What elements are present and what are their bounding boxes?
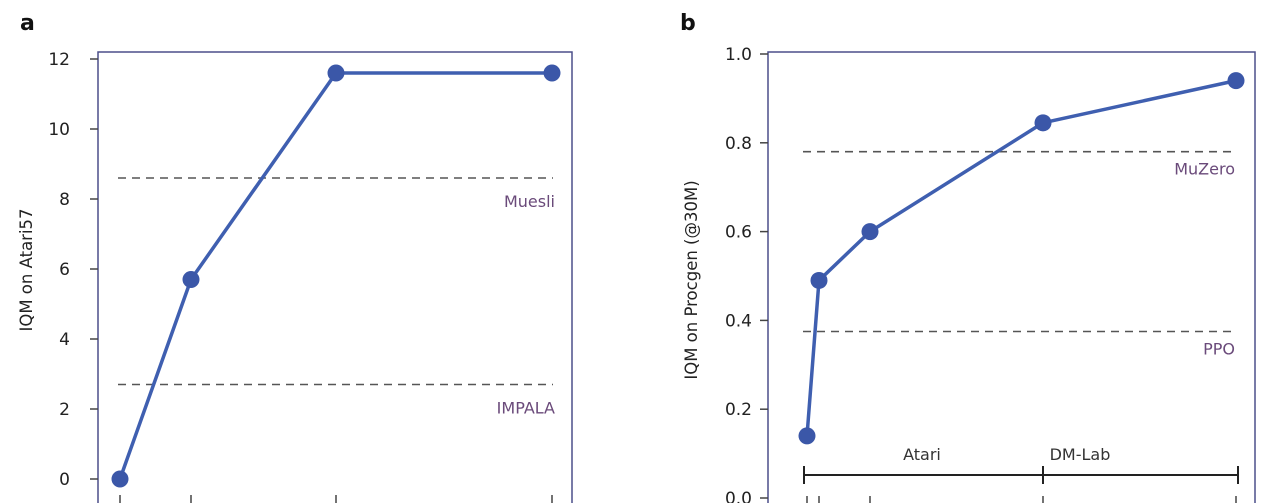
- y-tick-label-a: 6: [59, 260, 70, 280]
- x-ticks-a: [119, 495, 553, 503]
- y-tick-label-b: 1.0: [725, 45, 752, 65]
- chart-a: a IQM on Atari57 0 2 4 6 8 10 12 Muesli IMPALA: [17, 11, 573, 503]
- y-tick-label-a: 8: [59, 190, 70, 210]
- reference-lines-b: MuZero PPO: [803, 150, 1236, 359]
- reference-label-ppo: PPO: [1203, 340, 1235, 359]
- reference-label-muzero: MuZero: [1174, 160, 1235, 179]
- y-tick-label-b: 0.4: [725, 311, 752, 331]
- y-tick-label-b: 0.8: [725, 134, 752, 154]
- data-point-b: [861, 223, 879, 241]
- environment-label-dmlab: DM-Lab: [1050, 445, 1111, 464]
- plot-frame-b: [767, 51, 1256, 503]
- series-line-b: [805, 78, 1237, 436]
- chart-b: b IQM on Procgen (@30M) 0.0 0.2 0.4 0.6 0.8 1…: [680, 11, 1256, 503]
- y-ticks-b: 0.0 0.2 0.4 0.6 0.8 1.0: [725, 45, 768, 503]
- environment-bar-b: Atari DM-Lab: [803, 445, 1239, 484]
- data-point-a: [111, 470, 129, 488]
- y-tick-label-b: 0.6: [725, 223, 752, 243]
- data-point-b: [798, 427, 816, 445]
- reference-label-muesli: Muesli: [504, 192, 555, 211]
- environment-label-atari: Atari: [903, 445, 941, 464]
- data-point-b: [1034, 114, 1052, 132]
- panel-label-a: a: [20, 11, 35, 36]
- y-tick-label-a: 12: [48, 50, 70, 70]
- data-point-b: [810, 271, 828, 289]
- reference-lines-a: Muesli IMPALA: [118, 177, 555, 418]
- data-point-b: [1227, 72, 1245, 90]
- y-ticks-a: 0 2 4 6 8 10 12: [48, 50, 98, 490]
- y-tick-label-a: 10: [48, 120, 70, 140]
- y-axis-label-b: IQM on Procgen (@30M): [682, 180, 701, 379]
- y-tick-label-b: 0.0: [725, 489, 752, 503]
- series-line-a: [118, 71, 552, 480]
- data-point-a: [182, 271, 200, 288]
- y-tick-label-a: 0: [59, 470, 70, 490]
- series-points-a: [111, 64, 561, 488]
- x-ticks-b: [806, 496, 1237, 503]
- y-axis-label-a: IQM on Atari57: [17, 208, 36, 331]
- plot-frame-a: [97, 51, 573, 503]
- data-point-a: [327, 64, 345, 82]
- reference-label-impala: IMPALA: [497, 399, 555, 418]
- data-point-a: [543, 64, 561, 82]
- panel-label-b: b: [680, 11, 696, 36]
- y-tick-label-a: 2: [59, 400, 70, 420]
- y-tick-label-b: 0.2: [725, 400, 752, 420]
- y-tick-label-a: 4: [59, 330, 70, 350]
- series-points-b: [798, 72, 1245, 445]
